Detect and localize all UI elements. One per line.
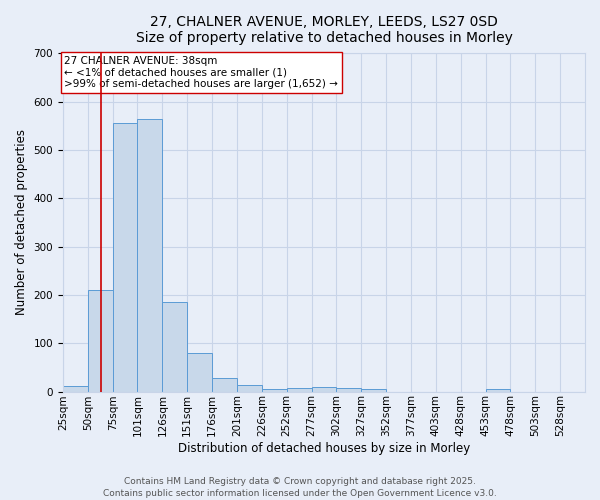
Text: 27 CHALNER AVENUE: 38sqm
← <1% of detached houses are smaller (1)
>99% of semi-d: 27 CHALNER AVENUE: 38sqm ← <1% of detach… bbox=[64, 56, 338, 89]
Bar bbox=[237, 386, 262, 392]
Title: 27, CHALNER AVENUE, MORLEY, LEEDS, LS27 0SD
Size of property relative to detache: 27, CHALNER AVENUE, MORLEY, LEEDS, LS27 … bbox=[136, 15, 512, 45]
Bar bbox=[262, 389, 287, 392]
Bar bbox=[163, 302, 187, 392]
Bar bbox=[63, 386, 88, 392]
Bar bbox=[361, 389, 386, 392]
Bar bbox=[212, 378, 237, 392]
Bar bbox=[311, 386, 337, 392]
Bar bbox=[187, 353, 212, 392]
Bar bbox=[485, 389, 511, 392]
X-axis label: Distribution of detached houses by size in Morley: Distribution of detached houses by size … bbox=[178, 442, 470, 455]
Y-axis label: Number of detached properties: Number of detached properties bbox=[15, 130, 28, 316]
Bar bbox=[137, 118, 163, 392]
Bar bbox=[88, 290, 113, 392]
Bar bbox=[337, 388, 361, 392]
Text: Contains HM Land Registry data © Crown copyright and database right 2025.
Contai: Contains HM Land Registry data © Crown c… bbox=[103, 476, 497, 498]
Bar bbox=[113, 124, 137, 392]
Bar bbox=[287, 388, 311, 392]
